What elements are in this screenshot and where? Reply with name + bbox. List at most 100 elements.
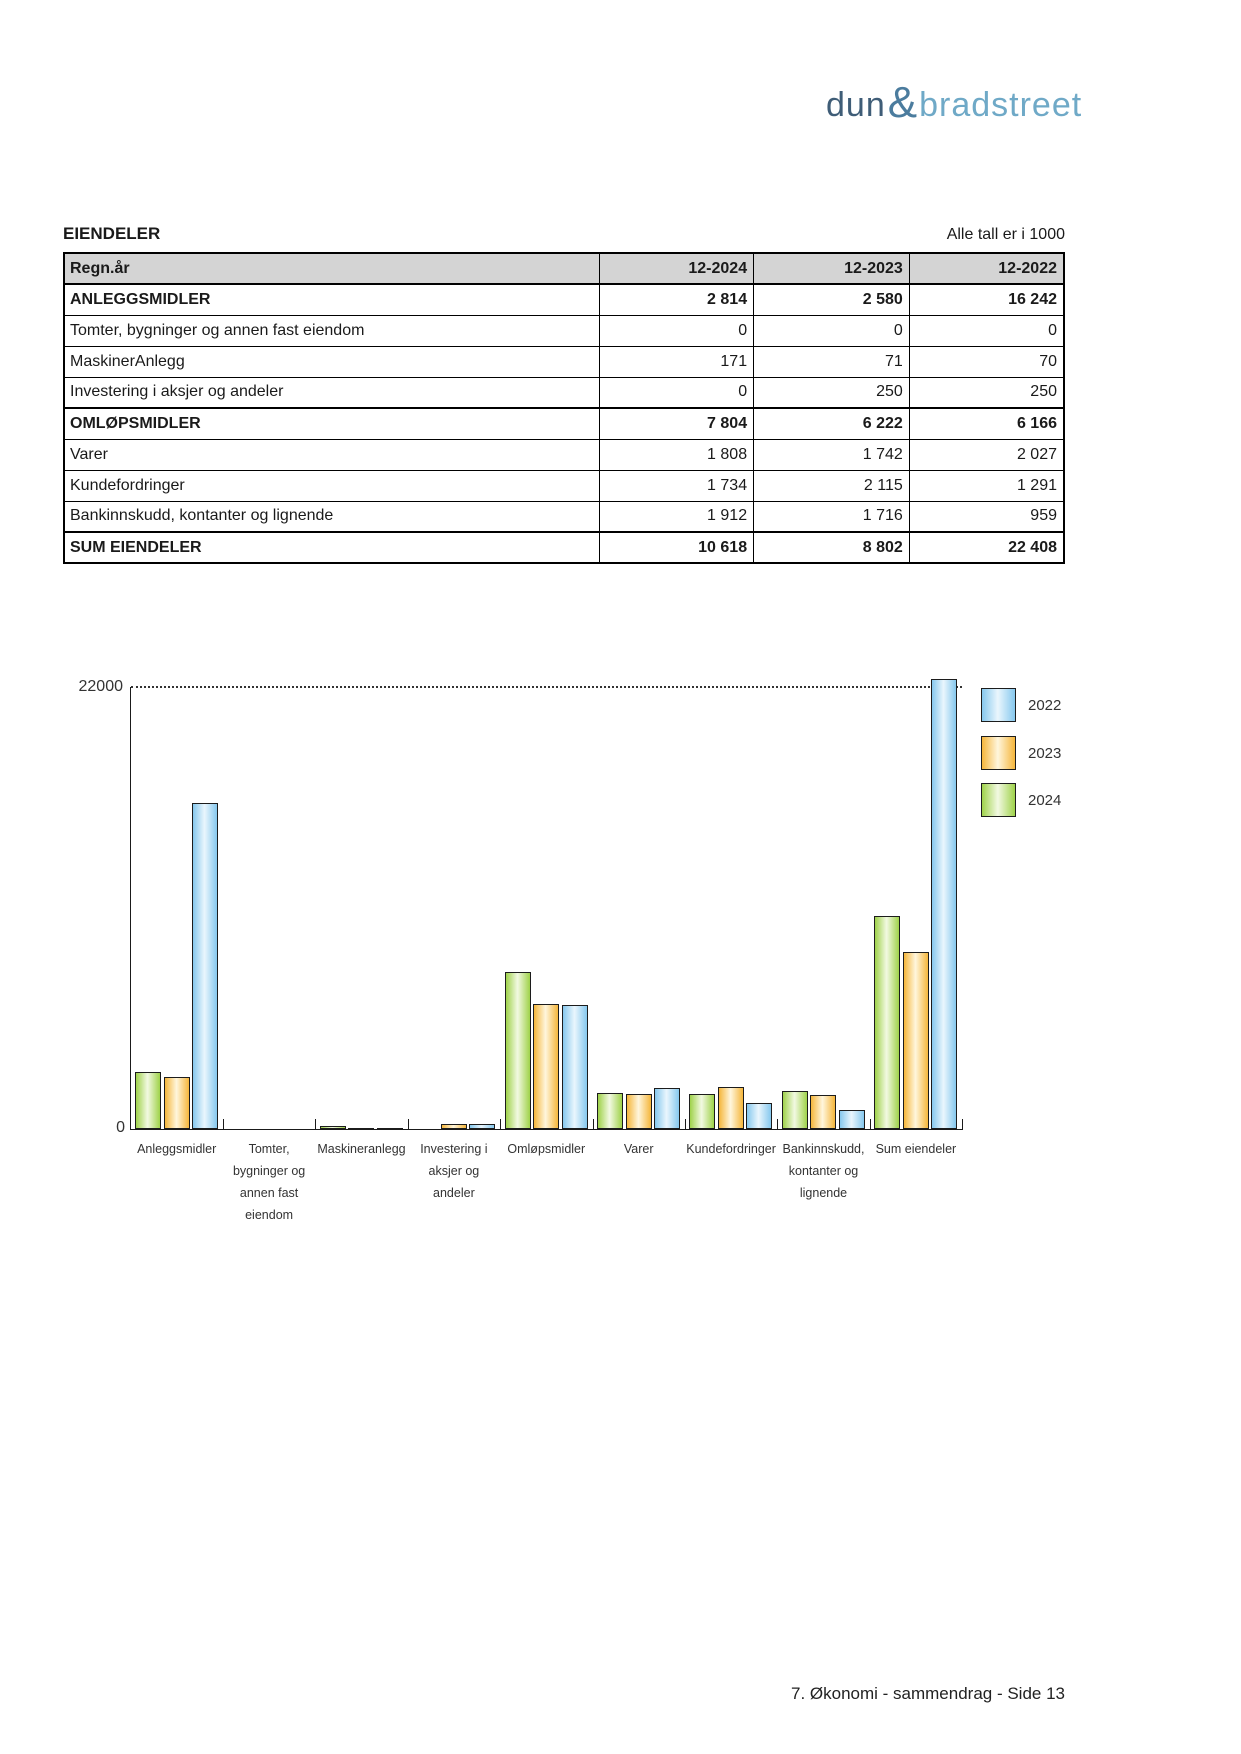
table-header-row: Regn.år 12-2024 12-2023 12-2022: [63, 252, 1065, 285]
row-value: 0: [599, 376, 755, 409]
bar-2022: [838, 1110, 865, 1129]
chart-top-gridline: [131, 686, 962, 688]
category-label: Varer: [623, 1142, 654, 1156]
table-body: ANLEGGSMIDLER 2 814 2 580 16 242 Tomter, byg…: [63, 283, 1065, 564]
bar-2023: [533, 1004, 560, 1129]
row-value: 2 580: [753, 283, 910, 316]
legend-swatch-2024: [981, 783, 1016, 817]
row-label: SUM EIENDELER: [63, 531, 601, 564]
x-axis-tick: [500, 1119, 502, 1130]
bar-2023: [440, 1124, 467, 1129]
legend-label-2024: 2024: [1028, 792, 1062, 809]
row-value: 1 734: [599, 469, 755, 502]
legend-label-2023: 2023: [1028, 744, 1062, 762]
table-row: Varer 1 808 1 742 2 027: [63, 438, 1065, 471]
legend-label-2022: 2022: [1028, 697, 1062, 714]
bar-2024: [504, 972, 531, 1129]
bar-2024: [597, 1093, 623, 1129]
row-value: 0: [753, 314, 910, 347]
bar-2024: [319, 1126, 346, 1129]
bar-2022: [931, 679, 958, 1129]
row-value: 1 291: [908, 469, 1065, 502]
row-value: 171: [599, 345, 755, 378]
category-label: Omløpsmidler: [507, 1142, 586, 1156]
category-label: Investering i aksjer og andeler: [420, 1142, 488, 1200]
table-row: ANLEGGSMIDLER 2 814 2 580 16 242: [63, 283, 1065, 316]
row-value: 1 716: [753, 500, 910, 533]
legend-swatch-2023: [981, 735, 1016, 770]
row-value: 71: [753, 345, 910, 378]
row-value: 8 802: [753, 531, 910, 564]
bar-2022: [192, 803, 218, 1129]
row-label: Kundefordringer: [63, 469, 601, 502]
row-label: Tomter, bygninger og annen fast eiendom: [63, 314, 601, 347]
bar-2022: [376, 1128, 403, 1130]
y-tick-label-zero: 0: [116, 1119, 125, 1136]
table-header-year-2: 12-2023: [753, 252, 910, 285]
x-axis-tick: [869, 1119, 871, 1130]
section-heading-row: EIENDELER Alle tall er i 1000: [63, 224, 1065, 244]
bar-2022: [469, 1124, 496, 1129]
row-value: 0: [908, 314, 1065, 347]
page-footer: 7. Økonomi - sammendrag - Side 13: [790, 1684, 1065, 1703]
bar-2023: [902, 952, 929, 1129]
y-tick-label-max: 22000: [78, 678, 124, 695]
legend-swatch-2022: [981, 688, 1016, 722]
table-header-label: Regn.år: [63, 252, 601, 285]
table-row: Investering i aksjer og andeler 0 250 250: [63, 376, 1065, 409]
row-label: OMLØPSMIDLER: [63, 407, 601, 440]
category-label: Kundefordringer: [686, 1142, 776, 1156]
row-label: Varer: [63, 438, 601, 471]
table-header-year-1: 12-2024: [599, 252, 755, 285]
section-title: EIENDELER: [63, 224, 161, 243]
row-value: 959: [908, 500, 1065, 533]
row-value: 1 808: [599, 438, 755, 471]
x-axis-tick: [407, 1119, 409, 1130]
category-label: Maskineranlegg: [317, 1142, 406, 1156]
row-value: 250: [908, 376, 1065, 409]
x-axis-tick: [592, 1119, 594, 1130]
bar-2022: [654, 1088, 680, 1129]
row-value: 1 912: [599, 500, 755, 533]
x-axis-tick: [315, 1119, 317, 1130]
table-row: SUM EIENDELER 10 618 8 802 22 408: [63, 531, 1065, 564]
row-label: Investering i aksjer og andeler: [63, 376, 601, 409]
row-value: 6 166: [908, 407, 1065, 440]
bar-2023: [163, 1077, 190, 1129]
x-axis-tick: [222, 1119, 224, 1130]
logo-word-bradstreet: bradstreet: [919, 85, 1083, 124]
logo-ampersand-icon: &: [887, 78, 918, 127]
x-axis-tick: [777, 1119, 779, 1130]
units-note: Alle tall er i 1000: [946, 226, 1065, 243]
table-row: OMLØPSMIDLER 7 804 6 222 6 166: [63, 407, 1065, 440]
bar-2024: [689, 1094, 716, 1129]
row-value: 22 408: [908, 531, 1065, 564]
bar-2023: [810, 1095, 837, 1129]
table-row: Tomter, bygninger og annen fast eiendom 0…: [63, 314, 1065, 347]
x-axis-tick: [962, 1119, 964, 1130]
row-value: 1 742: [753, 438, 910, 471]
bar-2024: [135, 1072, 161, 1129]
row-value: 2 115: [753, 469, 910, 502]
row-value: 10 618: [599, 531, 755, 564]
row-value: 7 804: [599, 407, 755, 440]
chart-y-axis: [130, 687, 131, 1129]
category-label: Bankinnskudd, kontanter og lignende: [782, 1142, 865, 1200]
logo-word-dun: dun: [826, 85, 886, 124]
dun-bradstreet-logo: dun & bradstreet: [826, 78, 1081, 132]
row-value: 2 814: [599, 283, 755, 316]
assets-table: Regn.år 12-2024 12-2023 12-2022 ANLEGGSM…: [63, 252, 1065, 564]
row-value: 0: [599, 314, 755, 347]
category-label: Tomter, bygninger og annen fast eiendom: [232, 1142, 306, 1222]
bar-2023: [625, 1094, 652, 1129]
bar-2023: [717, 1087, 744, 1129]
x-axis-tick: [684, 1119, 686, 1130]
row-label: MaskinerAnlegg: [63, 345, 601, 378]
chart-x-axis: [130, 1129, 963, 1130]
assets-bar-chart: 22000 0 Anleggsmidler Tomter, bygninger o…: [0, 600, 1241, 1300]
row-value: 16 242: [908, 283, 1065, 316]
table-row: MaskinerAnlegg 171 71 70: [63, 345, 1065, 378]
table-row: Bankinnskudd, kontanter og lignende 1 912…: [63, 500, 1065, 533]
category-label: Sum eiendeler: [875, 1142, 957, 1156]
